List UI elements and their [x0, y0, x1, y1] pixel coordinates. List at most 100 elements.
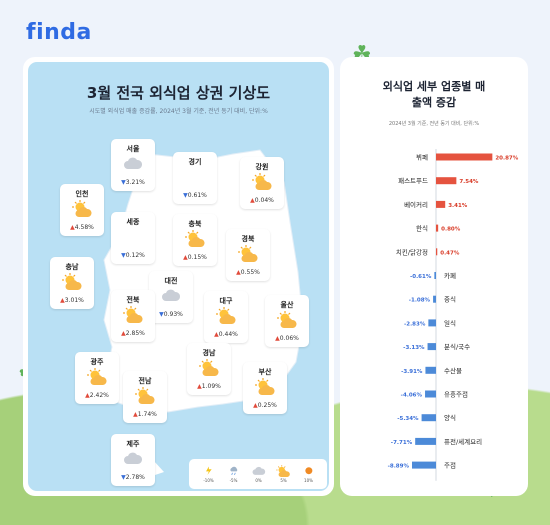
region-value: ▼0.61% — [183, 192, 207, 199]
value-label: 3.41% — [448, 203, 468, 209]
arrow-down-icon: ▼ — [121, 179, 126, 186]
category-label: 유흥주점 — [444, 390, 468, 399]
category-label: 중식 — [444, 295, 456, 304]
bar-1 — [436, 153, 493, 161]
value-label: 0.80% — [441, 227, 461, 233]
region-name: 경기 — [188, 158, 202, 166]
region-value: ▲2.85% — [121, 330, 145, 337]
value-label: -1.08% — [409, 298, 431, 304]
value-label: -3.13% — [403, 345, 425, 351]
value-label: -7.71% — [391, 440, 413, 446]
category-label: 주점 — [444, 462, 456, 470]
region-value: ▼2.78% — [121, 474, 145, 481]
value-label: -0.61% — [410, 274, 432, 280]
region-card-6: 충북 ▲0.15% — [173, 214, 217, 266]
weather-legend: -10% -5% 0% 5% 10% — [189, 459, 327, 489]
map-title: 3월 전국 외식업 상권 기상도 — [86, 84, 271, 102]
region-value: ▲0.06% — [275, 335, 299, 342]
region-name: 부산 — [258, 368, 272, 376]
sun-cloud-icon — [252, 173, 274, 195]
category-label: 양식 — [444, 413, 456, 422]
bar-13 — [415, 437, 436, 445]
bar-11 — [425, 390, 436, 398]
chart-title-text: 외식업 세부 업종별 매출액 증감 — [382, 80, 486, 109]
arrow-up-icon: ▲ — [70, 224, 75, 231]
region-name: 울산 — [280, 301, 294, 309]
value-label: 7.54% — [459, 179, 479, 185]
region-card-14: 경남 ▲1.09% — [187, 343, 231, 395]
rain-icon — [225, 465, 241, 476]
sun-cloud-icon — [123, 306, 145, 328]
region-name: 인천 — [75, 190, 89, 198]
arrow-up-icon: ▲ — [60, 297, 65, 304]
value-label: -5.34% — [397, 416, 419, 422]
sun-cloud-icon — [255, 378, 277, 400]
region-value: ▲0.55% — [236, 269, 260, 276]
category-label: 일식 — [444, 318, 456, 327]
sun-cloud-icon — [216, 307, 238, 329]
sun-cloud-icon — [199, 359, 221, 381]
arrow-up-icon: ▲ — [214, 331, 219, 338]
sun-cloud-icon — [62, 273, 84, 295]
region-name: 대구 — [219, 297, 233, 305]
region-value: ▲4.58% — [70, 224, 94, 231]
region-name: 강원 — [255, 163, 269, 171]
bar-4 — [436, 224, 439, 232]
arrow-down-icon: ▼ — [121, 252, 126, 259]
region-value: ▼0.12% — [121, 252, 145, 259]
legend-label: 0% — [255, 478, 262, 483]
legend-label: -10% — [203, 478, 214, 483]
region-value: ▲3.01% — [60, 297, 84, 304]
sun-cloud-icon — [135, 387, 157, 409]
arrow-up-icon: ▲ — [133, 411, 138, 418]
region-card-16: 전남 ▲1.74% — [123, 371, 167, 423]
bar-6 — [434, 272, 436, 279]
arrow-up-icon: ▲ — [121, 330, 126, 337]
category-label: 카페 — [444, 271, 456, 280]
chart-subtitle: 2024년 3월 기준, 전년 동기 대비, 단위:% — [388, 121, 480, 127]
value-label: -2.83% — [404, 321, 426, 327]
category-label: 뷔페 — [416, 153, 428, 162]
region-value: ▲0.15% — [183, 254, 207, 261]
region-card-2: 경기 ▼0.61% — [173, 152, 217, 204]
category-label: 분식/국수 — [444, 342, 470, 351]
region-value: ▼0.93% — [159, 311, 183, 318]
map-subtitle: 시도별 외식업 매출 증감률, 2024년 3월 기준, 전년 동기 대비, 단… — [89, 108, 268, 115]
region-name: 경북 — [241, 235, 255, 243]
region-name: 광주 — [90, 358, 104, 366]
region-card-17: 제주 ▼2.78% — [111, 434, 155, 486]
region-card-4: 인천 ▲4.58% — [60, 184, 104, 236]
bar-12 — [421, 414, 436, 422]
sun-cloud-icon — [185, 230, 207, 252]
value-label: -8.89% — [388, 464, 410, 470]
region-value: ▼3.21% — [121, 179, 145, 186]
arrow-down-icon: ▼ — [159, 311, 164, 318]
region-name: 대전 — [164, 277, 178, 285]
sun-cloud-icon — [275, 465, 291, 477]
value-label: -3.91% — [401, 369, 423, 375]
region-name: 제주 — [126, 440, 140, 448]
category-label: 패스트푸드 — [398, 176, 428, 185]
category-label: 치킨/닭강정 — [396, 247, 428, 256]
cloud-icon — [123, 450, 143, 469]
region-card-11: 대구 ▲0.44% — [204, 291, 248, 343]
sun-cloud-icon — [87, 368, 109, 390]
cloud-icon — [123, 155, 143, 174]
region-card-1: 서울 ▼3.21% — [111, 139, 155, 191]
legend-label: 10% — [304, 478, 313, 483]
region-name: 전북 — [126, 296, 140, 304]
map-panel: 3월 전국 외식업 상권 기상도 시도별 외식업 매출 증감률, 2024년 3… — [23, 57, 334, 496]
sun-cloud-icon — [277, 311, 299, 333]
category-label: 베이커리 — [404, 200, 428, 209]
brand-logo: finda — [26, 20, 92, 45]
region-card-12: 울산 ▲0.06% — [265, 295, 309, 347]
category-label: 한식 — [416, 224, 428, 233]
region-card-10: 전북 ▲2.85% — [111, 290, 155, 342]
bar-3 — [436, 200, 446, 208]
cloud-icon — [161, 287, 181, 306]
region-value: ▲1.09% — [197, 383, 221, 390]
region-name: 충북 — [188, 220, 202, 228]
region-card-7: 경북 ▲0.55% — [226, 229, 270, 281]
bar-8 — [428, 319, 436, 327]
chart-panel: 외식업 세부 업종별 매출액 증감 2024년 3월 기준, 전년 동기 대비,… — [340, 57, 528, 496]
